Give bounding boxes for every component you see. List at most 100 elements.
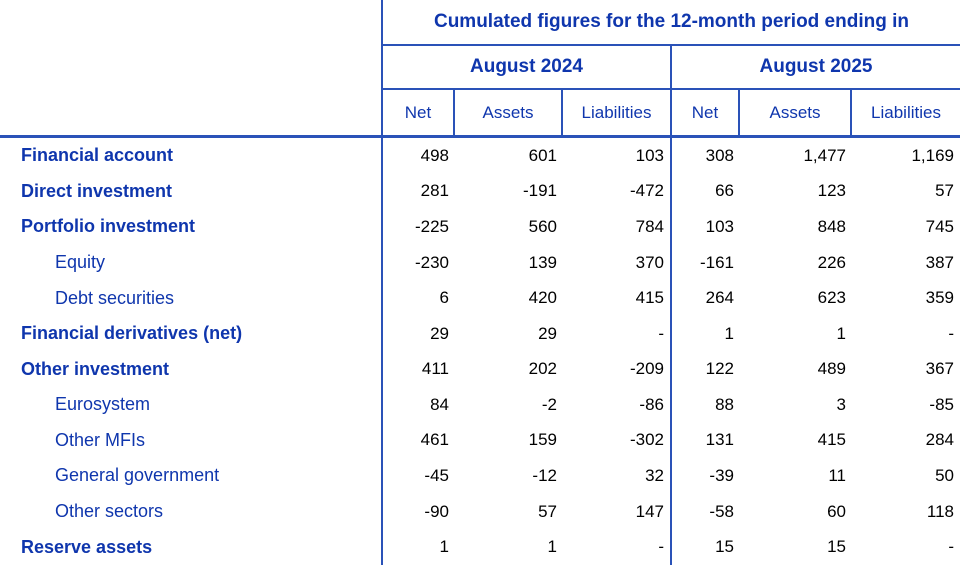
value-cell: 281 xyxy=(420,181,449,201)
value-cell: 202 xyxy=(528,359,557,379)
value-cell: 60 xyxy=(827,501,846,521)
value-cell: -39 xyxy=(709,465,734,485)
column-header-assets-2024: Assets xyxy=(455,90,563,135)
column-group-august-2025: August 2025 xyxy=(672,46,960,90)
value-cell: 387 xyxy=(925,252,954,272)
title-row: Cumulated figures for the 12-month perio… xyxy=(0,0,960,46)
row-label: Financial account xyxy=(0,138,383,174)
value-cell: 226 xyxy=(817,252,846,272)
value-cell: 420 xyxy=(528,288,557,308)
value-cell: 159 xyxy=(528,430,557,450)
table-row: Other sectors -90 57 147 -58 60 118 xyxy=(0,493,960,530)
value-cell: 284 xyxy=(925,430,954,450)
value-cell: 122 xyxy=(705,359,734,379)
value-cell: 489 xyxy=(817,359,846,379)
value-cell: 57 xyxy=(935,181,954,201)
column-header-row: Net Assets Liabilities Net Assets Liabil… xyxy=(0,90,960,138)
table-row: Reserve assets 1 1 - 15 15 - xyxy=(0,529,960,565)
table-row: Portfolio investment -225 560 784 103 84… xyxy=(0,209,960,245)
row-label: Reserve assets xyxy=(0,529,383,565)
row-label: Other MFIs xyxy=(0,422,383,459)
table-row: Debt securities 6 420 415 264 623 359 xyxy=(0,280,960,316)
value-cell: -302 xyxy=(563,422,672,459)
value-cell: 1 xyxy=(547,537,557,557)
value-cell: 560 xyxy=(528,216,557,236)
value-cell: 1,169 xyxy=(911,145,954,165)
row-label: Equity xyxy=(0,244,383,281)
column-header-liabilities-2024: Liabilities xyxy=(563,90,672,135)
value-cell: 498 xyxy=(420,145,449,165)
value-cell: 745 xyxy=(925,216,954,236)
value-cell: 264 xyxy=(705,288,734,308)
value-cell: -85 xyxy=(929,394,954,414)
value-cell: -191 xyxy=(522,181,557,201)
value-cell: -472 xyxy=(563,173,672,210)
value-cell: 367 xyxy=(925,359,954,379)
column-header-net-2025: Net xyxy=(672,90,740,135)
column-header-net-2024: Net xyxy=(383,90,455,135)
table-row: Financial account 498 601 103 308 1,477 … xyxy=(0,138,960,174)
row-label: Financial derivatives (net) xyxy=(0,315,383,352)
value-cell: 415 xyxy=(817,430,846,450)
value-cell: 308 xyxy=(705,145,734,165)
value-cell: 411 xyxy=(421,359,449,379)
value-cell: 784 xyxy=(563,209,672,245)
value-cell: - xyxy=(563,529,672,565)
value-cell: 118 xyxy=(926,501,954,521)
value-cell: 103 xyxy=(563,138,672,174)
value-cell: 1 xyxy=(724,323,734,343)
value-cell: 29 xyxy=(538,323,557,343)
column-header-assets-2025: Assets xyxy=(740,90,852,135)
value-cell: -161 xyxy=(699,252,734,272)
value-cell: 66 xyxy=(715,181,734,201)
value-cell: - xyxy=(563,315,672,352)
value-cell: 3 xyxy=(836,394,846,414)
value-cell: 57 xyxy=(538,501,557,521)
value-cell: 29 xyxy=(430,323,449,343)
value-cell: 123 xyxy=(817,181,846,201)
row-label: Other investment xyxy=(0,351,383,388)
value-cell: 88 xyxy=(715,394,734,414)
value-cell: - xyxy=(948,537,954,557)
row-label: General government xyxy=(0,458,383,494)
value-cell: 359 xyxy=(925,288,954,308)
table-row: Other investment 411 202 -209 122 489 36… xyxy=(0,351,960,388)
table-row: Direct investment 281 -191 -472 66 123 5… xyxy=(0,173,960,210)
column-header-liabilities-2025: Liabilities xyxy=(871,102,941,122)
row-label: Debt securities xyxy=(0,280,383,316)
value-cell: -58 xyxy=(709,501,734,521)
value-cell: 131 xyxy=(705,430,734,450)
table-row: Financial derivatives (net) 29 29 - 1 1 … xyxy=(0,315,960,352)
value-cell: 601 xyxy=(528,145,557,165)
value-cell: 139 xyxy=(528,252,557,272)
table-body: Financial account 498 601 103 308 1,477 … xyxy=(0,138,960,565)
value-cell: -2 xyxy=(541,394,557,414)
value-cell: 15 xyxy=(827,537,846,557)
value-cell: -86 xyxy=(563,387,672,423)
value-cell: 147 xyxy=(563,493,672,530)
value-cell: 461 xyxy=(420,430,449,450)
value-cell: -45 xyxy=(424,465,449,485)
value-cell: 84 xyxy=(430,394,449,414)
value-cell: 1 xyxy=(836,323,846,343)
table-row: Equity -230 139 370 -161 226 387 xyxy=(0,244,960,281)
value-cell: 1,477 xyxy=(803,145,846,165)
value-cell: - xyxy=(948,323,954,343)
value-cell: 50 xyxy=(935,465,954,485)
value-cell: 623 xyxy=(817,288,846,308)
row-label: Portfolio investment xyxy=(0,209,383,245)
row-label: Other sectors xyxy=(0,493,383,530)
table-row: General government -45 -12 32 -39 11 50 xyxy=(0,458,960,494)
table-row: Eurosystem 84 -2 -86 88 3 -85 xyxy=(0,387,960,423)
value-cell: 415 xyxy=(563,280,672,316)
row-label: Eurosystem xyxy=(0,387,383,423)
value-cell: 32 xyxy=(563,458,672,494)
value-cell: 848 xyxy=(817,216,846,236)
value-cell: 15 xyxy=(715,537,734,557)
column-group-august-2024: August 2024 xyxy=(383,46,672,90)
corner-cell xyxy=(0,90,383,135)
row-label: Direct investment xyxy=(0,173,383,210)
value-cell: -209 xyxy=(563,351,672,388)
value-cell: 103 xyxy=(705,216,734,236)
